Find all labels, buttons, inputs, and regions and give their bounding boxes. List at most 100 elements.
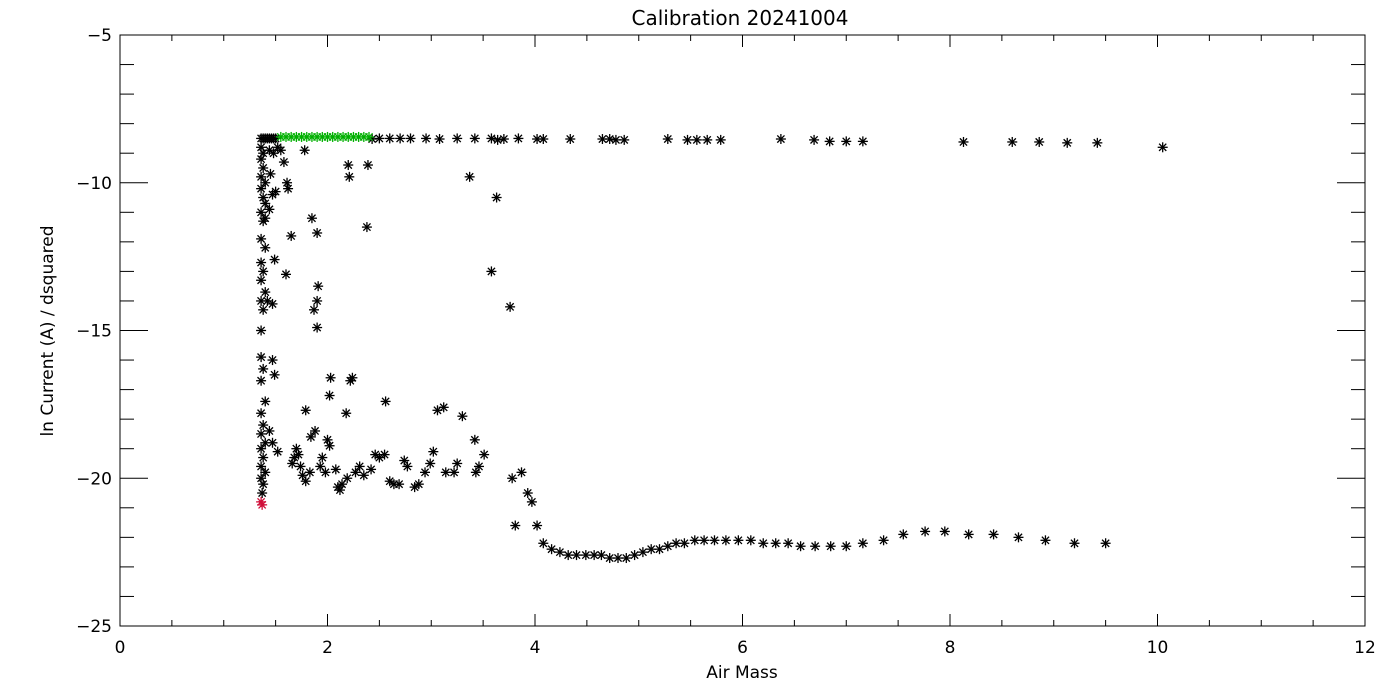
data-point <box>320 467 331 478</box>
data-point <box>260 198 271 209</box>
plot-frame <box>119 34 1366 627</box>
data-point <box>374 133 385 144</box>
y-tick-labels: −25 −20 −15 −10 −5 <box>76 26 112 637</box>
data-point <box>257 488 268 499</box>
data-point <box>330 464 341 475</box>
data-point <box>287 458 298 469</box>
data-point <box>275 145 286 156</box>
data-point <box>758 538 769 549</box>
data-point <box>258 479 269 490</box>
data-point <box>745 535 756 546</box>
data-point <box>654 544 665 555</box>
data-point <box>260 396 271 407</box>
data-point <box>350 467 361 478</box>
data-point <box>269 369 280 380</box>
data-point <box>498 134 509 145</box>
data-point <box>317 452 328 463</box>
data-point <box>256 443 267 454</box>
data-point <box>434 134 445 145</box>
data-point <box>470 467 481 478</box>
data-point <box>362 160 373 171</box>
data-point <box>267 355 278 366</box>
data-point <box>256 154 267 165</box>
data-point <box>272 446 283 457</box>
data-point <box>267 437 278 448</box>
data-point <box>1157 142 1168 153</box>
data-point <box>256 275 267 286</box>
data-point <box>546 544 557 555</box>
x-tick-labels: 0 2 4 6 8 10 12 <box>115 638 1376 658</box>
data-point <box>420 467 431 478</box>
data-point <box>733 535 744 546</box>
data-point <box>264 204 275 215</box>
chart-title: Calibration 20241004 <box>632 6 849 30</box>
data-point <box>394 479 405 490</box>
data-point <box>621 553 632 564</box>
data-point <box>306 213 317 224</box>
data-point <box>522 488 533 499</box>
data-point <box>260 287 271 298</box>
data-point <box>1034 136 1045 147</box>
data-point <box>479 449 490 460</box>
data-point <box>596 550 607 561</box>
data-point <box>256 375 267 386</box>
y-tick-label: −25 <box>76 617 112 637</box>
data-point <box>452 458 463 469</box>
data-point <box>1100 538 1111 549</box>
data-point <box>682 134 693 145</box>
data-point <box>526 496 537 507</box>
data-point <box>457 411 468 422</box>
data-point <box>269 254 280 265</box>
data-point <box>958 136 969 147</box>
data-point <box>452 133 463 144</box>
data-point <box>299 145 310 156</box>
data-point <box>689 535 700 546</box>
data-point <box>312 227 323 238</box>
data-point <box>384 133 395 144</box>
data-point <box>344 171 355 182</box>
y-tick-label: −15 <box>76 322 112 342</box>
data-point <box>597 134 608 145</box>
data-point <box>920 526 931 537</box>
data-point <box>438 402 449 413</box>
data-point <box>662 541 673 552</box>
data-point <box>395 133 406 144</box>
data-point <box>699 535 710 546</box>
data-point <box>571 550 582 561</box>
data-point <box>258 420 269 431</box>
data-point <box>637 547 648 558</box>
data-point <box>278 157 289 168</box>
data-point <box>538 134 549 145</box>
data-point <box>325 372 336 383</box>
data-point <box>256 233 267 244</box>
data-point <box>810 541 821 552</box>
data-point <box>825 541 836 552</box>
data-points <box>256 131 1168 564</box>
data-point <box>324 390 335 401</box>
x-tick-label: 12 <box>1354 638 1376 658</box>
data-point <box>258 363 269 374</box>
data-point <box>629 550 640 561</box>
data-point <box>1040 535 1051 546</box>
data-point <box>260 177 271 188</box>
data-point <box>824 136 835 147</box>
data-point <box>257 499 268 510</box>
data-point <box>513 133 524 144</box>
data-point <box>425 458 436 469</box>
data-point <box>720 535 731 546</box>
data-point <box>770 538 781 549</box>
data-point <box>300 405 311 416</box>
data-point <box>473 461 484 472</box>
data-point <box>939 526 950 537</box>
data-point <box>532 134 543 145</box>
x-tick-label: 8 <box>945 638 956 658</box>
data-point <box>258 452 269 463</box>
data-point <box>841 541 852 552</box>
data-point <box>1007 136 1018 147</box>
data-point <box>256 183 267 194</box>
data-point <box>309 304 320 315</box>
data-point <box>256 461 267 472</box>
data-point <box>878 535 889 546</box>
data-point <box>291 443 302 454</box>
data-point <box>702 134 713 145</box>
